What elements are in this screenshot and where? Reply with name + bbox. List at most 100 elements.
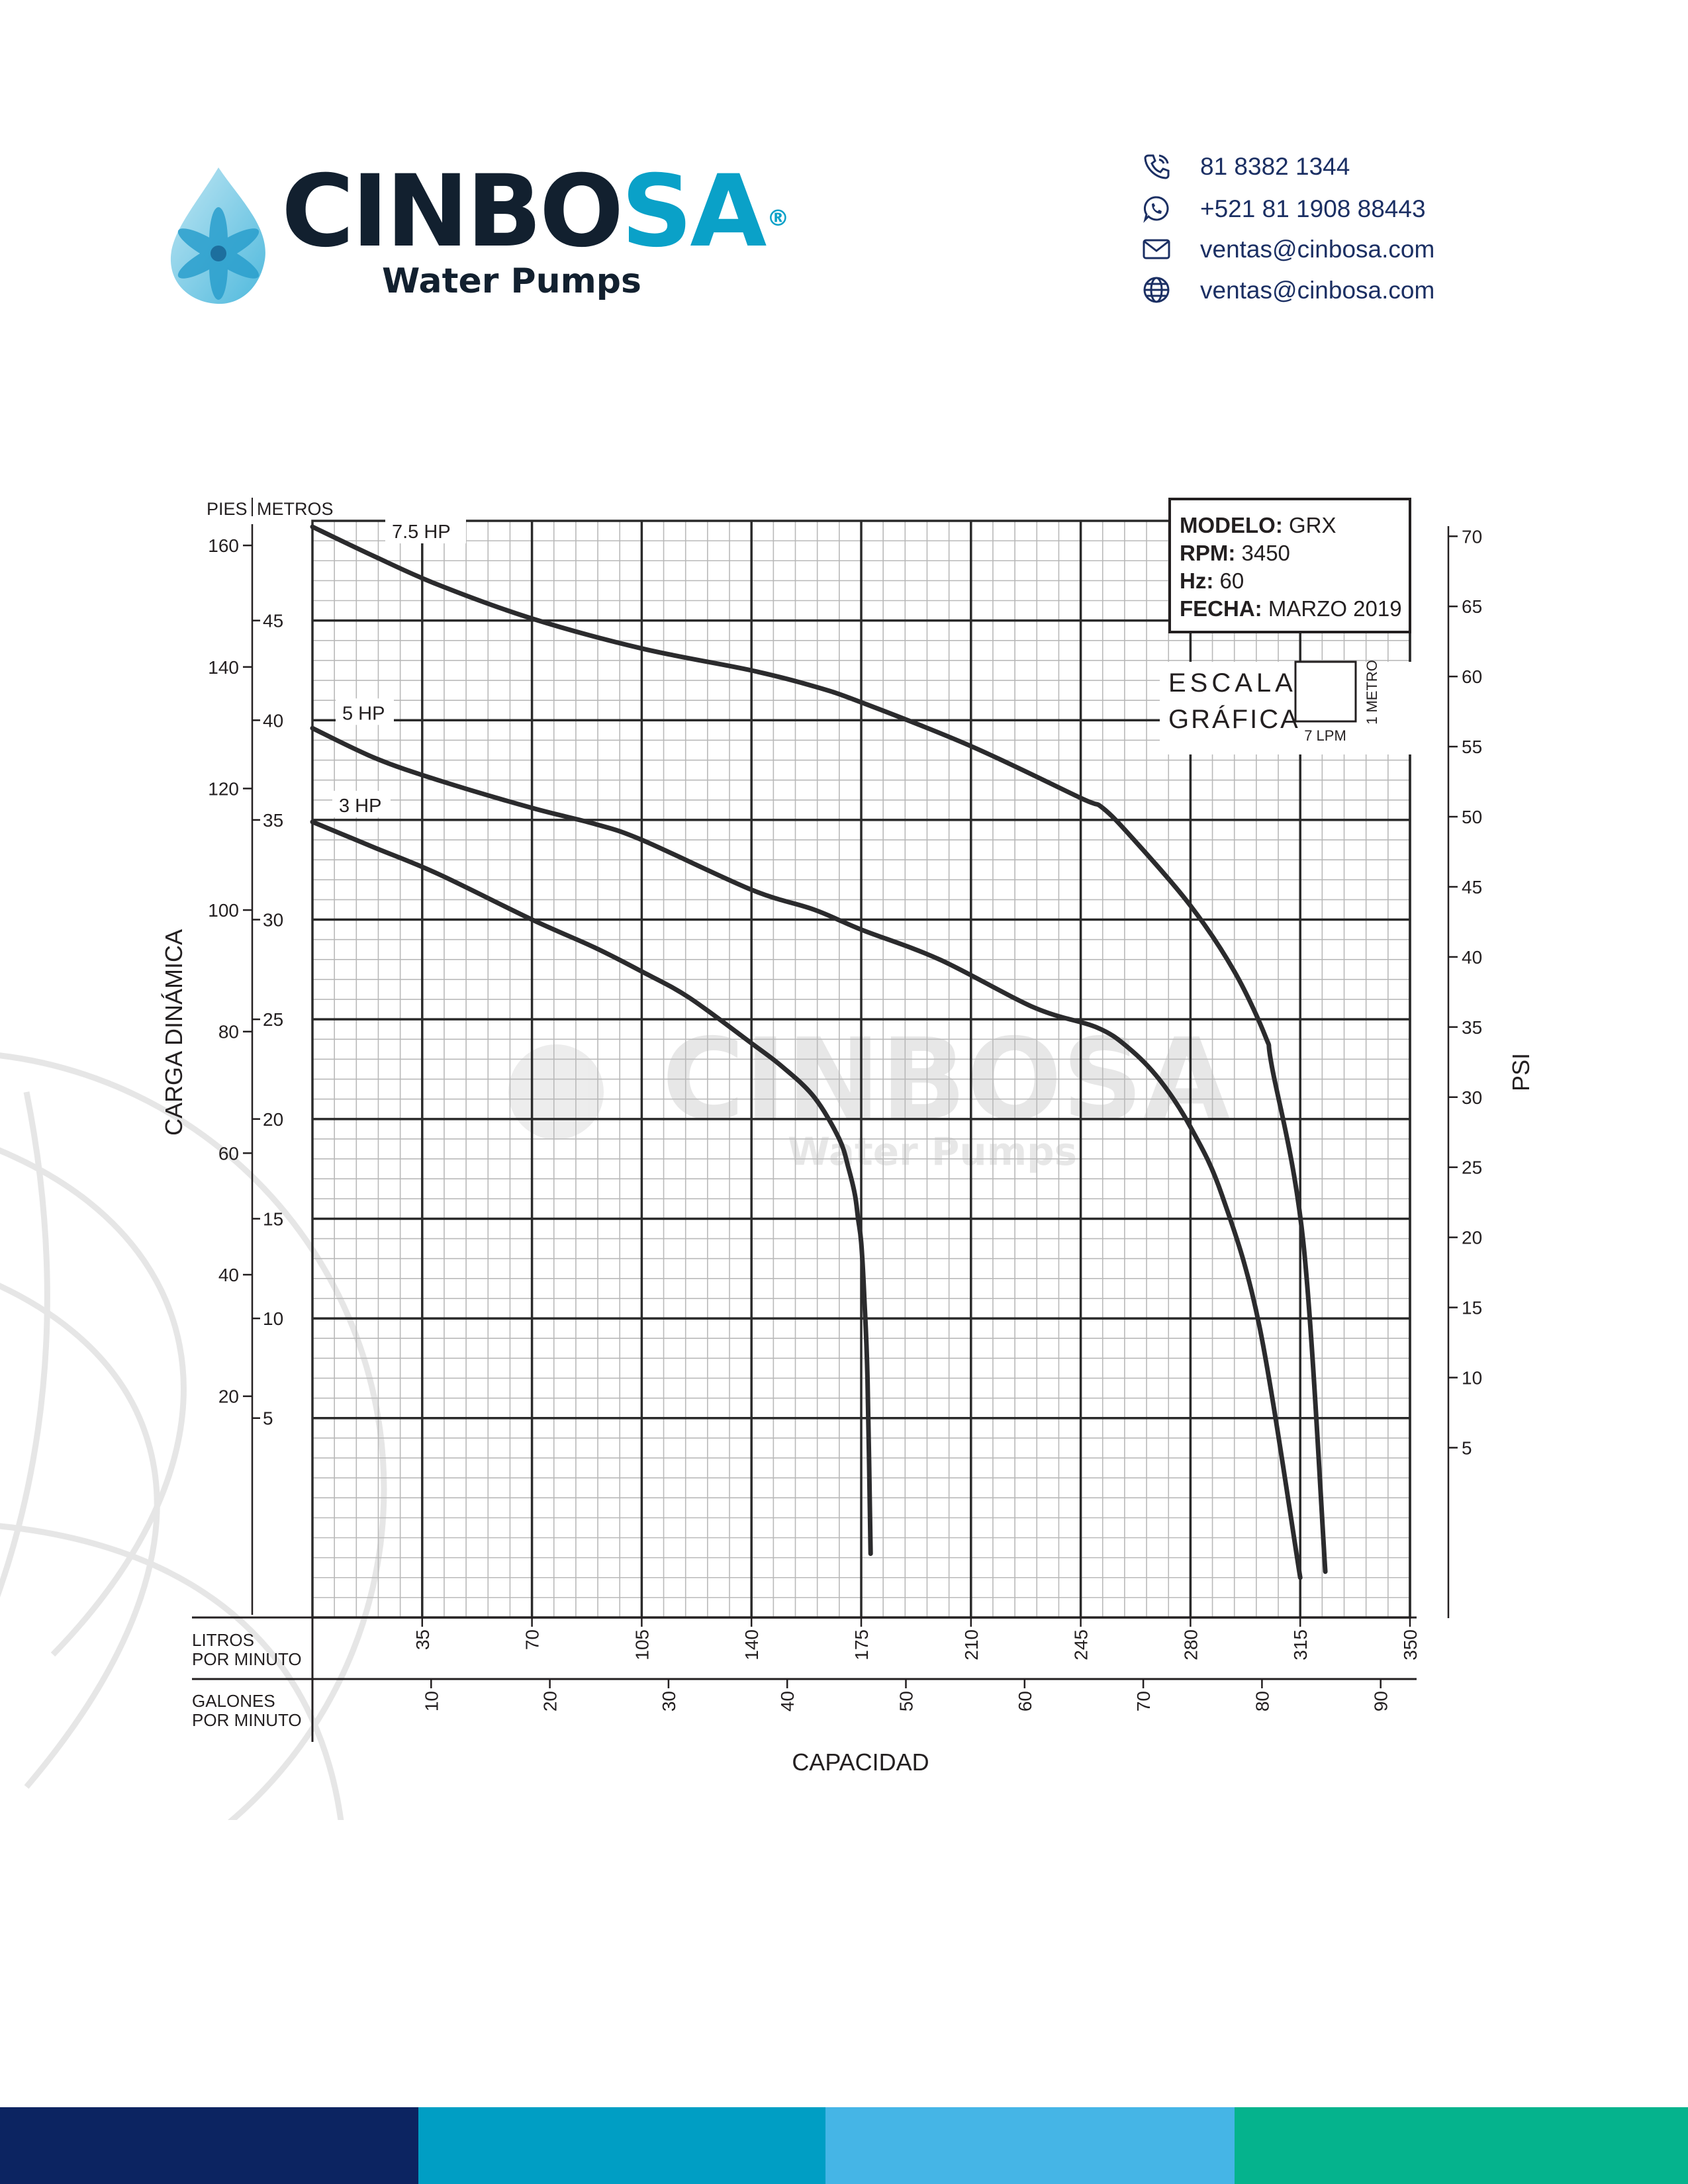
brand-subtitle: Water Pumps [382,261,641,301]
gpm-tick-label: 80 [1252,1691,1272,1711]
scale-legend-horizontal: 7 LPM [1304,727,1346,744]
psi-tick-label: 45 [1462,877,1482,897]
psi-tick-label: 25 [1462,1158,1482,1178]
y-axis-title-right: PSI [1507,1053,1534,1091]
lpm-tick-label: 315 [1290,1629,1311,1661]
curve-label-bg [332,790,391,817]
hz-value: 60 [1220,569,1244,593]
svg-text:Water Pumps: Water Pumps [788,1129,1077,1174]
metros-tick-label: 5 [263,1408,273,1429]
gpm-tick-label: 60 [1015,1691,1035,1711]
pies-tick-label: 40 [218,1265,239,1285]
footer-bar-teal [418,2107,825,2184]
pies-tick-label: 60 [218,1143,239,1163]
footer-bar-green [1235,2107,1688,2184]
y-axis-title-left: CARGA DINÁMICA [160,929,187,1136]
axis-header-pies: PIES [207,499,248,519]
lpm-tick-label: 210 [961,1629,982,1661]
lpm-tick-label: 140 [741,1629,762,1661]
brand-logo: CINBOSA ® Water Pumps [165,162,789,314]
gpm-tick-label: 10 [421,1691,442,1711]
footer-bar-navy [0,2107,418,2184]
pies-tick-label: 120 [208,778,239,799]
svg-text:FECHA: MARZO 2019: FECHA: MARZO 2019 [1180,596,1402,621]
contact-email[interactable]: ventas@cinbosa.com [1142,232,1513,266]
lpm-tick-label: 35 [412,1629,433,1650]
gpm-tick-label: 40 [777,1691,798,1711]
svg-text:MODELO: GRX: MODELO: GRX [1180,513,1336,537]
brand-name-dark: CINBO [281,154,624,269]
scale-legend-square [1294,660,1357,723]
psi-tick-label: 55 [1462,737,1482,757]
curve-label: 5 HP [342,703,385,724]
scale-legend-line2: GRÁFICA [1168,704,1300,734]
phone-number: 81 8382 1344 [1200,153,1350,180]
psi-tick-label: 60 [1462,666,1482,687]
svg-text:RPM: 3450: RPM: 3450 [1180,541,1290,565]
lotus-watermark [0,1052,387,1820]
fecha-label: FECHA: [1180,596,1262,621]
gpm-tick-label: 20 [540,1691,561,1711]
brand-name-blue: SA [621,154,767,269]
contact-phone[interactable]: 81 8382 1344 [1142,149,1513,183]
scale-legend: ESCALA GRÁFICA 1 METRO 7 LPM [1160,660,1425,754]
scale-legend-line1: ESCALA [1168,668,1297,698]
metros-tick-label: 20 [263,1109,283,1130]
psi-tick-label: 15 [1462,1298,1482,1318]
curve-7-5-hp [310,524,1328,1574]
curve-label-bg [336,698,394,725]
curve-label: 7.5 HP [392,522,451,543]
lpm-tick-label: 175 [851,1629,872,1661]
hz-label: Hz: [1180,569,1213,593]
gpm-tick-label: 50 [896,1691,917,1711]
pies-tick-label: 100 [208,900,239,921]
metros-tick-label: 45 [263,611,283,631]
curve-label-bg [385,517,466,544]
svg-text:Hz: 60: Hz: 60 [1180,569,1244,593]
psi-tick-label: 70 [1462,526,1482,547]
lpm-tick-label: 280 [1180,1629,1201,1661]
pies-tick-label: 80 [218,1022,239,1042]
curve-5-hp [310,725,1303,1580]
rpm-label: RPM: [1180,541,1235,565]
metros-tick-label: 30 [263,910,283,931]
axis-header-metros: METROS [257,499,334,519]
pump-performance-chart: CINBOSA Water Pumps 5 10 15 20 25 30 35 40 45 20 4… [0,498,1534,1820]
footer-color-bar [0,2107,1688,2184]
psi-tick-label: 50 [1462,807,1482,827]
gpm-tick-label: 90 [1371,1691,1391,1711]
footer-bar-sky [825,2107,1235,2184]
axes: 5 10 15 20 25 30 35 40 45 20 40 60 80 100 120 140 160 5 10… [192,524,1482,1742]
registered-mark: ® [767,205,789,232]
curve-label: 3 HP [339,796,381,817]
water-drop-icon [170,167,265,304]
x-axis-title: CAPACIDAD [792,1749,929,1776]
pies-tick-label: 20 [218,1387,239,1407]
fecha-value: MARZO 2019 [1268,596,1402,621]
lpm-tick-label: 105 [632,1629,652,1661]
lpm-label-2: POR MINUTO [192,1649,302,1669]
email-address: ventas@cinbosa.com [1200,236,1435,263]
whatsapp-icon [1143,196,1169,223]
gpm-tick-label: 70 [1133,1691,1154,1711]
whatsapp-number: +521 81 1908 88443 [1200,195,1426,222]
mail-icon [1143,239,1170,259]
svg-text:CINBOSA: CINBOSA [662,1015,1230,1146]
website: ventas@cinbosa.com [1200,277,1435,304]
metros-tick-label: 35 [263,810,283,831]
metros-tick-label: 25 [263,1009,283,1030]
psi-tick-label: 5 [1462,1437,1472,1458]
curve-3-hp [310,819,873,1557]
metros-tick-label: 40 [263,710,283,731]
contact-web[interactable]: ventas@cinbosa.com [1142,273,1513,307]
rpm-value: 3450 [1242,541,1290,565]
lpm-tick-label: 245 [1071,1629,1092,1661]
scale-legend-vertical: 1 METRO [1364,660,1380,725]
lpm-label-1: LITROS [192,1630,254,1650]
psi-tick-label: 35 [1462,1017,1482,1038]
chart-watermark: CINBOSA Water Pumps [508,1015,1230,1174]
model-info-box: MODELO: GRX RPM: 3450 Hz: 60 FECHA: MARZ… [1168,498,1411,633]
modelo-label: MODELO: [1180,513,1283,537]
modelo-value: GRX [1289,513,1336,537]
contact-whatsapp[interactable]: +521 81 1908 88443 [1142,191,1513,226]
